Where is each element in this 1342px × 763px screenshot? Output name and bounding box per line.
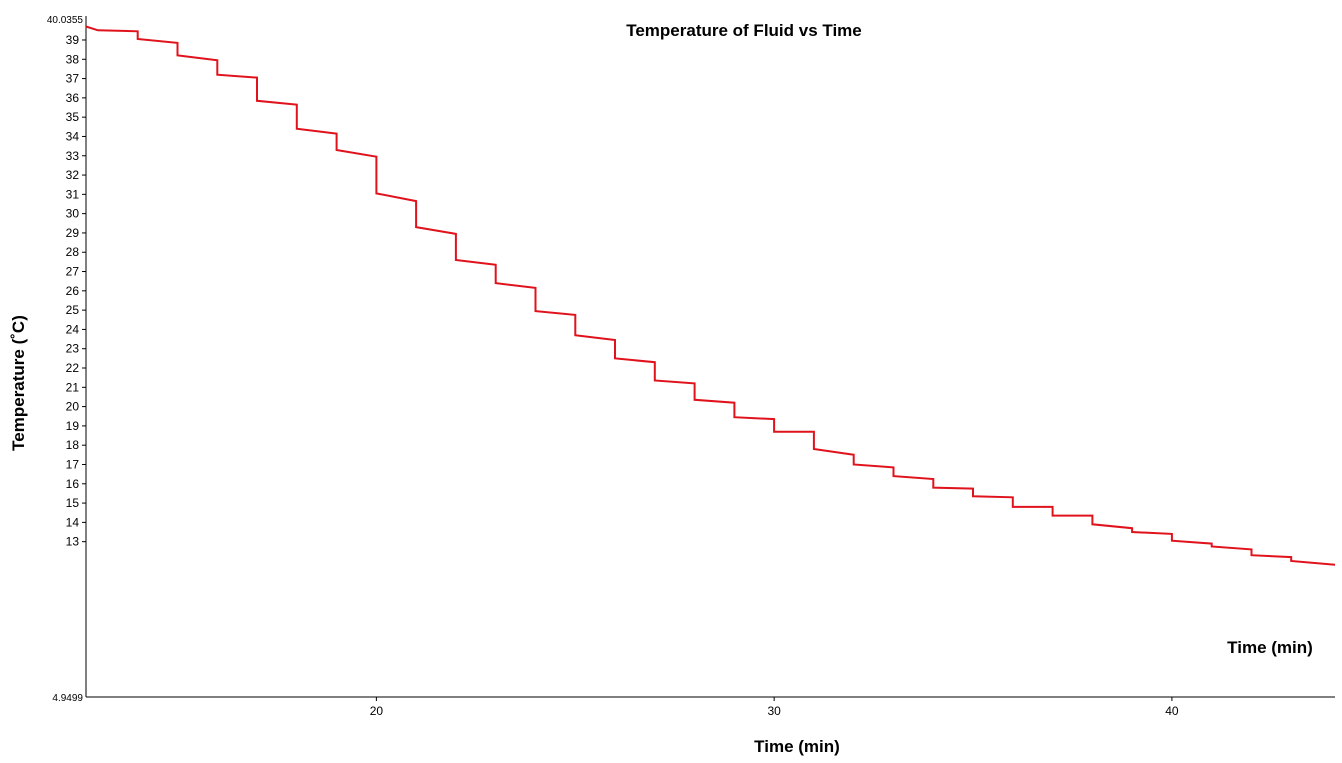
y-tick-label: 26 — [66, 284, 80, 298]
y-min-label: 4.9499 — [52, 693, 83, 704]
y-tick-label: 33 — [66, 149, 80, 163]
y-tick-label: 38 — [66, 52, 80, 66]
y-axis-title: Temperature (˚C) — [9, 315, 28, 451]
y-tick-label: 36 — [66, 91, 80, 105]
y-tick-label: 18 — [66, 438, 80, 452]
y-tick-label: 21 — [66, 380, 80, 394]
series-layer — [85, 25, 1336, 566]
series-line-0 — [85, 25, 1336, 566]
y-tick-label: 30 — [66, 207, 80, 221]
y-tick-label: 23 — [66, 342, 80, 356]
y-tick-label: 20 — [66, 400, 80, 414]
y-tick-label: 25 — [66, 303, 80, 317]
y-tick-label: 24 — [66, 322, 80, 336]
x-axis-title: Time (min) — [754, 737, 840, 756]
y-tick-label: 28 — [66, 245, 80, 259]
y-tick-label: 22 — [66, 361, 80, 375]
y-tick-label: 34 — [66, 129, 80, 143]
y-tick-label: 13 — [66, 535, 80, 549]
y-axis-ticks: 13 14 15 16 17 18 19 20 21 22 23 24 25 26 27 28 29 30 31 32… — [66, 33, 86, 549]
x-tick-label: 30 — [767, 704, 781, 718]
y-tick-label: 15 — [66, 496, 80, 510]
y-tick-label: 31 — [66, 187, 80, 201]
y-tick-label: 14 — [66, 515, 80, 529]
x-tick-label: 40 — [1165, 704, 1179, 718]
x-tick-label: 20 — [370, 704, 384, 718]
x-axis-title-inline: Time (min) — [1227, 638, 1313, 657]
y-max-label: 40.0355 — [47, 15, 84, 26]
y-tick-label: 35 — [66, 110, 80, 124]
x-axis-ticks: 20 30 40 — [370, 697, 1179, 718]
y-tick-label: 17 — [66, 457, 80, 471]
y-tick-label: 29 — [66, 226, 80, 240]
y-tick-label: 39 — [66, 33, 80, 47]
y-tick-label: 27 — [66, 265, 80, 279]
chart-title: Temperature of Fluid vs Time — [626, 21, 862, 40]
y-tick-label: 19 — [66, 419, 80, 433]
y-tick-label: 37 — [66, 72, 80, 86]
y-tick-label: 16 — [66, 477, 80, 491]
y-tick-label: 32 — [66, 168, 80, 182]
